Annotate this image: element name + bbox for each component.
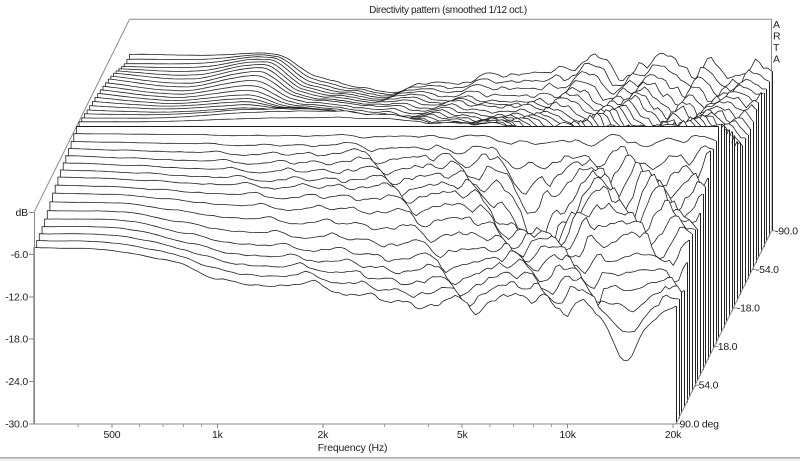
svg-text:-30.0: -30.0	[5, 418, 28, 430]
svg-text:-24.0: -24.0	[5, 376, 28, 388]
svg-text:Directivity pattern (smoothed: Directivity pattern (smoothed 1/12 oct.)	[369, 5, 527, 16]
svg-text:2k: 2k	[317, 429, 329, 441]
svg-text:500: 500	[104, 429, 121, 441]
svg-text:54.0: 54.0	[699, 380, 719, 392]
svg-text:T: T	[773, 42, 780, 54]
svg-text:-12.0: -12.0	[5, 291, 28, 303]
svg-text:dB: dB	[16, 207, 29, 219]
svg-text:5k: 5k	[457, 429, 469, 441]
svg-text:-18.0: -18.0	[5, 334, 28, 346]
svg-text:90.0 deg: 90.0 deg	[680, 418, 720, 430]
svg-text:Frequency (Hz): Frequency (Hz)	[318, 442, 388, 454]
svg-text:-18.0: -18.0	[737, 303, 760, 315]
svg-text:R: R	[773, 31, 781, 43]
svg-text:20k: 20k	[665, 429, 682, 441]
svg-text:-54.0: -54.0	[756, 264, 779, 276]
svg-text:10k: 10k	[559, 429, 576, 441]
svg-text:1k: 1k	[212, 429, 224, 441]
svg-text:A: A	[773, 19, 780, 31]
svg-text:18.0: 18.0	[718, 341, 738, 353]
svg-text:-6.0: -6.0	[11, 249, 29, 261]
svg-text:-90.0: -90.0	[775, 225, 798, 237]
svg-text:A: A	[773, 54, 780, 66]
